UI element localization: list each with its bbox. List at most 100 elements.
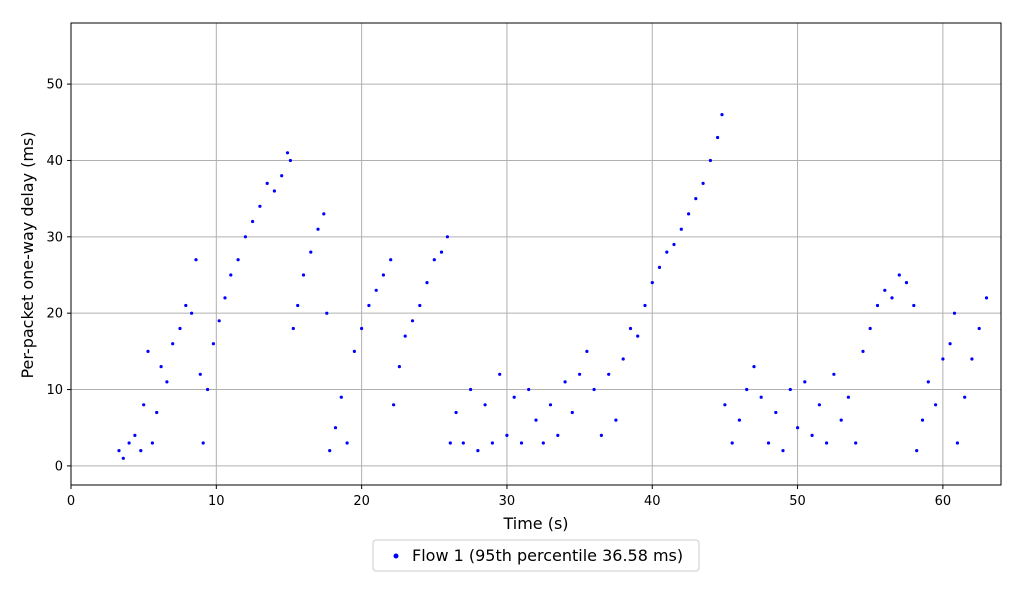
- data-point: [548, 403, 553, 407]
- data-point: [139, 449, 143, 453]
- data-point: [920, 418, 925, 422]
- data-point: [868, 326, 872, 331]
- data-point: [861, 349, 865, 353]
- data-point: [752, 365, 756, 369]
- data-point: [272, 189, 276, 193]
- data-point: [650, 281, 654, 285]
- data-point: [229, 273, 233, 277]
- data-point: [599, 433, 604, 437]
- data-point: [490, 441, 494, 445]
- x-tick-label: 40: [644, 494, 661, 509]
- y-tick-label: 20: [46, 307, 63, 322]
- data-point: [194, 258, 198, 262]
- data-point: [723, 403, 727, 407]
- data-point: [333, 426, 338, 430]
- data-point: [934, 403, 938, 407]
- y-tick-label: 10: [46, 383, 63, 398]
- data-point: [512, 395, 516, 399]
- data-point: [781, 449, 785, 453]
- data-point: [890, 296, 894, 300]
- data-point: [448, 441, 452, 445]
- y-axis-label: Per-packet one-way delay (ms): [18, 131, 37, 378]
- data-point: [527, 387, 531, 392]
- data-point: [912, 303, 916, 308]
- data-point: [217, 319, 221, 323]
- data-point: [984, 296, 989, 300]
- data-point: [875, 303, 880, 308]
- data-point: [117, 449, 121, 453]
- data-point: [127, 441, 131, 445]
- data-point: [556, 433, 560, 437]
- data-point: [418, 303, 422, 308]
- data-point: [607, 372, 611, 376]
- data-point: [374, 288, 378, 292]
- data-point: [171, 342, 175, 346]
- data-point: [519, 441, 524, 445]
- data-point: [236, 258, 240, 262]
- data-point: [432, 258, 436, 262]
- data-point: [745, 387, 749, 392]
- data-point: [150, 441, 154, 445]
- data-point: [325, 311, 329, 315]
- data-point: [846, 395, 851, 399]
- data-point: [672, 242, 676, 247]
- data-point: [720, 113, 724, 117]
- data-point: [854, 441, 858, 445]
- data-point: [291, 326, 295, 331]
- y-tick-label: 50: [46, 78, 63, 93]
- legend-label: Flow 1 (95th percentile 36.58 ms): [412, 546, 683, 565]
- data-point: [184, 303, 188, 308]
- data-point: [439, 250, 444, 254]
- data-point: [687, 212, 691, 216]
- data-point: [730, 441, 734, 445]
- x-axis-label: Time (s): [502, 514, 568, 533]
- data-point: [788, 387, 792, 392]
- data-point: [288, 158, 292, 163]
- data-point: [796, 426, 800, 430]
- data-point: [469, 387, 473, 392]
- legend-marker: [393, 553, 399, 559]
- data-point: [541, 441, 545, 445]
- data-point: [628, 326, 633, 331]
- data-point: [301, 273, 306, 277]
- x-tick-label: 20: [353, 494, 370, 509]
- series-flow-1: [117, 113, 989, 460]
- data-point: [904, 281, 909, 285]
- data-point: [198, 372, 202, 376]
- data-point: [657, 265, 662, 269]
- data-point: [955, 441, 960, 445]
- data-point: [360, 326, 364, 331]
- x-tick-label: 10: [208, 494, 225, 509]
- data-point: [483, 403, 487, 407]
- data-point: [211, 342, 215, 346]
- data-point: [701, 181, 705, 185]
- data-point: [534, 418, 538, 422]
- data-point: [190, 311, 194, 315]
- data-point: [578, 372, 582, 376]
- data-point: [339, 395, 343, 399]
- data-point: [121, 456, 125, 460]
- data-point: [737, 418, 742, 422]
- data-point: [392, 403, 396, 407]
- data-point: [941, 357, 945, 361]
- data-point: [133, 433, 137, 437]
- data-point: [694, 197, 698, 201]
- data-point: [389, 258, 393, 262]
- y-tick-label: 30: [46, 230, 63, 245]
- data-point: [614, 418, 618, 422]
- data-point: [708, 158, 713, 163]
- data-point: [146, 349, 150, 353]
- data-point: [570, 410, 574, 415]
- data-point: [926, 380, 930, 384]
- data-point: [970, 357, 974, 361]
- x-tick-label: 50: [789, 494, 806, 509]
- data-point: [345, 441, 349, 445]
- data-point: [839, 418, 843, 422]
- data-point: [948, 342, 952, 346]
- data-point: [592, 387, 596, 392]
- data-point: [142, 403, 146, 407]
- data-point: [410, 319, 415, 323]
- data-point: [309, 250, 313, 254]
